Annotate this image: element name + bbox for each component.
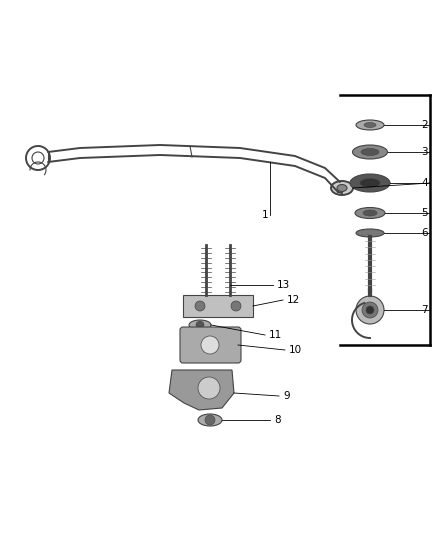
Ellipse shape [363, 210, 377, 216]
Text: 8: 8 [274, 415, 281, 425]
Circle shape [205, 415, 215, 425]
Text: 3: 3 [421, 147, 428, 157]
Text: 10: 10 [289, 345, 302, 355]
Ellipse shape [198, 414, 222, 426]
Text: 1: 1 [261, 210, 268, 220]
Text: 6: 6 [421, 228, 428, 238]
Ellipse shape [355, 207, 385, 219]
FancyBboxPatch shape [180, 327, 241, 363]
Bar [183, 295, 253, 317]
Text: 2: 2 [421, 120, 428, 130]
Circle shape [362, 302, 378, 318]
Ellipse shape [361, 149, 379, 156]
Circle shape [196, 321, 204, 329]
Circle shape [356, 296, 384, 324]
Text: 7: 7 [421, 305, 428, 315]
Circle shape [366, 306, 374, 314]
Ellipse shape [360, 179, 380, 188]
Ellipse shape [356, 229, 384, 237]
Text: 11: 11 [269, 330, 282, 340]
Ellipse shape [356, 120, 384, 130]
Ellipse shape [364, 123, 376, 127]
Circle shape [201, 336, 219, 354]
Ellipse shape [189, 320, 211, 330]
Text: 9: 9 [283, 391, 290, 401]
Ellipse shape [337, 184, 347, 191]
Text: 4: 4 [421, 178, 428, 188]
Text: 12: 12 [287, 295, 300, 305]
Text: 13: 13 [277, 280, 290, 290]
Text: 5: 5 [421, 208, 428, 218]
Circle shape [195, 301, 205, 311]
Circle shape [231, 301, 241, 311]
Ellipse shape [350, 174, 390, 192]
Ellipse shape [353, 145, 388, 159]
Ellipse shape [331, 181, 353, 195]
Circle shape [198, 377, 220, 399]
Polygon shape [169, 370, 234, 410]
